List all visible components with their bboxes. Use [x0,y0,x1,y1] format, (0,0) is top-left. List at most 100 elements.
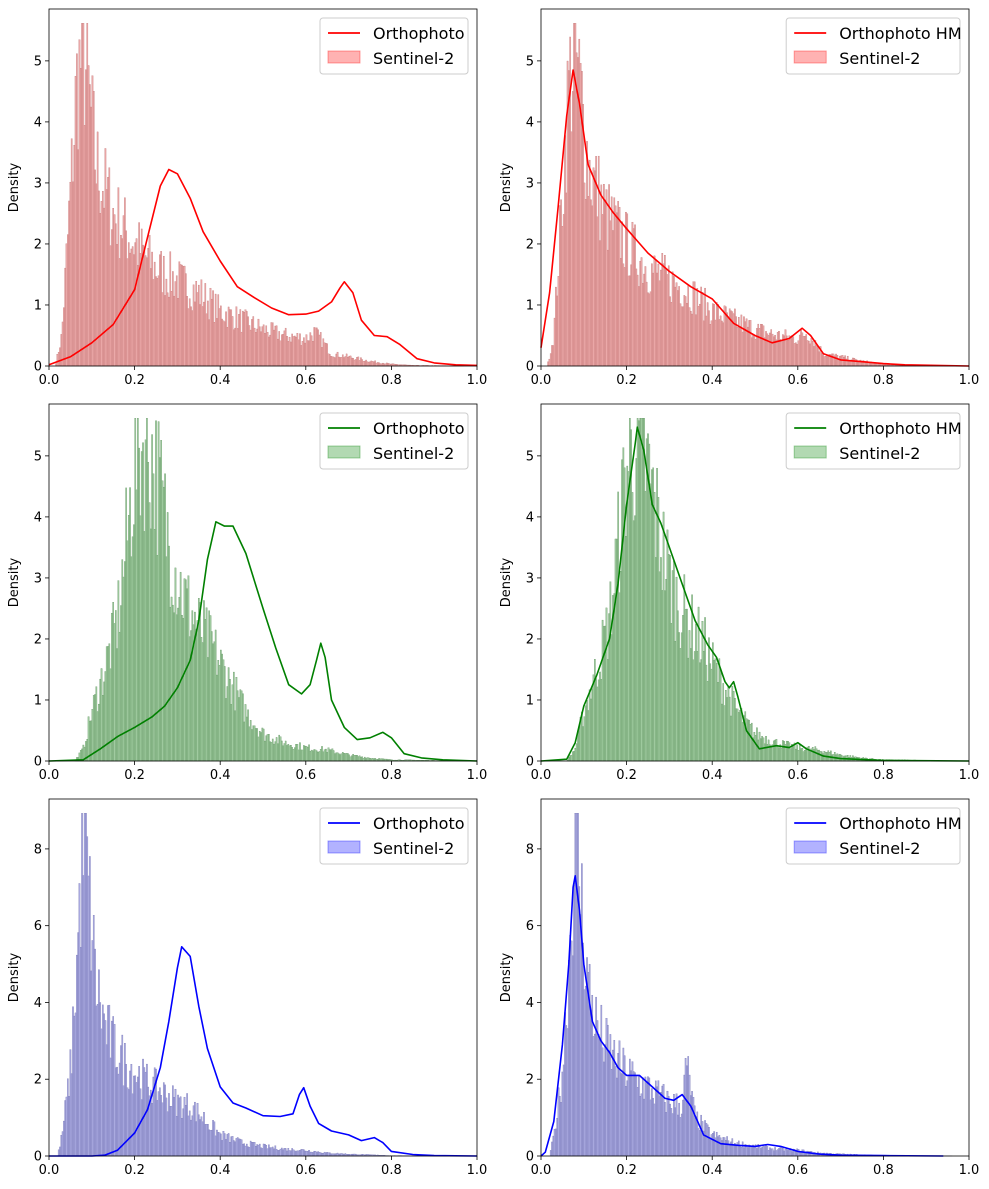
histogram-bar [652,467,654,762]
histogram-bar [827,750,830,762]
histogram-bar [671,570,674,762]
histogram-bar [557,276,560,367]
histogram-bar [107,176,109,367]
histogram-bar [690,310,692,367]
histogram-bar [169,1106,172,1157]
histogram-bar [662,511,665,762]
histogram-bar [187,308,190,367]
histogram-bar [619,258,622,367]
histogram-bar [266,332,269,367]
legend-line-label: Orthophoto [373,24,465,43]
histogram-bar [575,52,578,367]
histogram-bar [571,91,574,367]
histogram-bar [322,338,325,367]
histogram-bar [778,1148,780,1157]
x-tick-label: 0.2 [124,768,145,783]
histogram-bar [181,264,183,367]
histogram-bar [347,753,349,762]
histogram-bar [667,1096,670,1157]
histogram-bar [104,1020,107,1157]
histogram-bar [549,353,552,367]
histogram-bar [582,726,584,762]
histogram-bar [364,756,366,762]
histogram-bar [349,756,352,762]
histogram-bar [217,1132,220,1157]
y-axis-label: Density [7,557,22,607]
histogram-bar [666,529,669,762]
histogram-bar [348,355,351,367]
histogram-bar [826,354,828,367]
histogram-bar [605,607,608,762]
histogram-bar [578,38,581,367]
histogram-bar [653,1103,656,1157]
histogram-bar [282,1149,284,1157]
histogram-bar [319,749,322,762]
legend-hist-swatch [327,50,361,64]
histogram-bar [131,246,134,367]
histogram-bar [366,757,369,762]
x-tick-label: 0.8 [873,768,894,783]
histogram-bar [313,749,316,762]
histogram-bar [275,1149,278,1157]
histogram-bar [684,296,687,367]
histogram-bar [290,1150,292,1157]
histogram-bar [773,1150,775,1157]
histogram-bar [73,145,76,367]
histogram-bar [161,292,164,367]
histogram-bar [111,1020,113,1157]
histogram-bar [299,1150,301,1157]
histogram-bar [778,747,780,762]
x-tick-label: 0.4 [702,1163,723,1178]
histogram-bar [243,312,246,367]
histogram-bar [766,333,769,367]
histogram-bar [72,181,74,367]
histogram-bar [252,1142,255,1157]
histogram-bar [68,200,70,367]
histogram-bar [151,1103,153,1157]
histogram-bar [710,1134,713,1157]
histogram-bar [188,298,191,367]
histogram-bar [125,487,127,762]
histogram-bar [212,1120,214,1157]
y-tick-label: 5 [526,449,534,464]
histogram-bar [144,439,147,762]
histogram-bar [253,1142,256,1157]
histogram-bar [195,628,198,762]
histogram-bar [73,1015,76,1157]
histogram-bar [98,969,100,1157]
histogram-bar [612,1049,614,1157]
histogram-bar [651,469,653,762]
y-tick-label: 0 [526,1150,534,1165]
histogram-bar [222,659,225,762]
histogram-bar [718,1135,721,1157]
histogram-bar [164,473,166,762]
histogram-bar [782,740,784,762]
histogram-bar [361,756,364,762]
histogram-bar [645,281,648,367]
histogram-bar [627,471,630,762]
histogram-bar [251,1142,253,1157]
histogram-bar [571,751,574,762]
histogram-bar [854,358,857,367]
histogram-bar [304,1150,306,1157]
histogram-bar [701,292,704,367]
histogram-bar [293,335,296,367]
histogram-bar [186,588,188,762]
histogram-bar [699,662,701,762]
histogram-bar [642,1077,644,1157]
histogram-bar [824,355,827,367]
histogram-bar [230,704,233,762]
histogram-bar [727,1140,730,1157]
histogram-bar [758,731,761,762]
histogram-bar [601,214,604,367]
histogram-bar [599,240,601,367]
histogram-bar [195,281,198,367]
histogram-bar [570,754,573,762]
histogram-bar [188,1110,191,1157]
histogram-bar [574,813,577,1157]
histogram-bar [727,317,730,367]
histogram-bar [274,325,277,367]
histogram-bar [638,1075,640,1157]
histogram-bar [179,264,182,367]
histogram-bar [161,1102,164,1157]
